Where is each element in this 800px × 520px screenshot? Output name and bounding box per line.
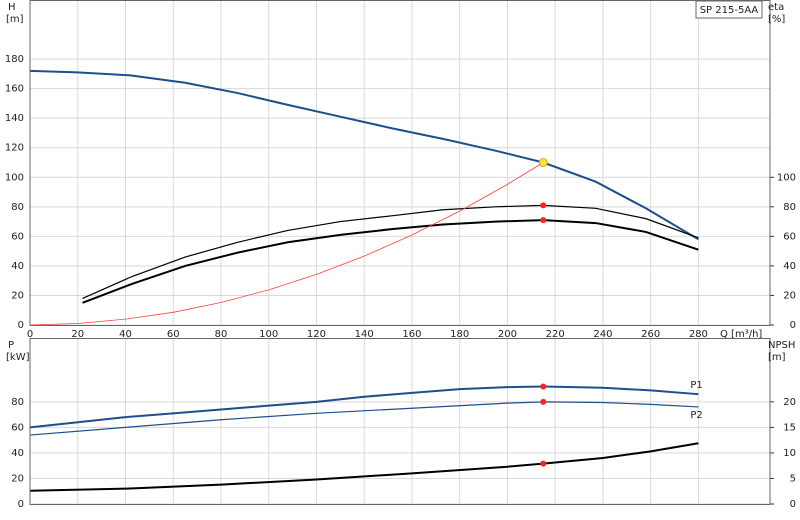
y2-tick-label: 10 xyxy=(783,448,796,459)
y-tick-label: 80 xyxy=(11,397,24,408)
curve xyxy=(29,162,544,326)
y-tick-label: 100 xyxy=(5,172,24,183)
x-tick-label: 140 xyxy=(355,329,374,340)
legend-box xyxy=(695,0,763,19)
duty-point xyxy=(540,460,547,467)
y-tick-label: 180 xyxy=(5,54,24,65)
x-tick-label: 120 xyxy=(307,329,326,340)
x-axis-label: Q [m³/h] xyxy=(720,329,762,340)
y2-axis-label: NPSH xyxy=(768,340,795,351)
y2-tick-label: 0 xyxy=(790,320,796,331)
y2-tick-label: 15 xyxy=(783,422,796,433)
curve xyxy=(82,219,699,304)
x-tick-label: 0 xyxy=(27,329,33,340)
y-tick-label: 140 xyxy=(5,113,24,124)
curve xyxy=(29,401,699,436)
duty-point xyxy=(540,217,547,224)
duty-point xyxy=(540,398,547,405)
duty-point xyxy=(538,158,548,167)
x-tick-label: 40 xyxy=(119,329,132,340)
x-tick-label: 160 xyxy=(402,329,421,340)
x-tick-label: 220 xyxy=(546,329,565,340)
duty-point xyxy=(540,202,547,209)
x-tick-label: 280 xyxy=(689,329,708,340)
y2-axis-unit: [%] xyxy=(768,14,785,25)
y-tick-label: 40 xyxy=(11,448,24,459)
curve xyxy=(29,385,699,429)
x-tick-label: 20 xyxy=(71,329,84,340)
x-tick-label: 60 xyxy=(167,329,180,340)
x-tick-label: 200 xyxy=(498,329,517,340)
x-tick-label: 80 xyxy=(215,329,228,340)
y2-tick-label: 100 xyxy=(777,172,796,183)
y-tick-label: 20 xyxy=(11,473,24,484)
y2-tick-label: 40 xyxy=(783,261,796,272)
y2-tick-label: 80 xyxy=(783,202,796,213)
x-tick-label: 240 xyxy=(593,329,612,340)
y-tick-label: 60 xyxy=(11,231,24,242)
y-tick-label: 0 xyxy=(18,320,24,331)
y2-tick-label: 0 xyxy=(790,499,796,510)
plot-frame xyxy=(29,338,771,505)
y-axis-label: H xyxy=(8,2,16,13)
y-tick-label: 80 xyxy=(11,202,24,213)
y-tick-label: 120 xyxy=(5,143,24,154)
y-tick-label: 0 xyxy=(18,499,24,510)
plot-frame xyxy=(29,0,771,326)
curve-label: P2 xyxy=(690,410,702,421)
y-axis-label: P xyxy=(8,340,14,351)
x-tick-label: 180 xyxy=(450,329,469,340)
y-tick-label: 40 xyxy=(11,261,24,272)
curve xyxy=(29,69,699,241)
y2-tick-label: 5 xyxy=(790,473,796,484)
legend-text: SP 215-5AA xyxy=(700,5,759,16)
x-tick-label: 260 xyxy=(641,329,660,340)
x-tick-label: 100 xyxy=(259,329,278,340)
duty-point xyxy=(540,383,547,390)
y2-axis-unit: [m] xyxy=(768,352,786,363)
y-tick-label: 160 xyxy=(5,84,24,95)
curve xyxy=(29,442,699,492)
y-tick-label: 60 xyxy=(11,422,24,433)
curve-label: P1 xyxy=(690,380,702,391)
y-tick-label: 20 xyxy=(11,290,24,301)
y2-axis-label: eta xyxy=(768,2,784,13)
y-axis-unit: [kW] xyxy=(6,352,30,363)
y2-tick-label: 60 xyxy=(783,231,796,242)
y2-tick-label: 20 xyxy=(783,290,796,301)
y-axis-unit: [m] xyxy=(6,14,24,25)
curve xyxy=(82,204,699,299)
y2-tick-label: 20 xyxy=(783,397,796,408)
